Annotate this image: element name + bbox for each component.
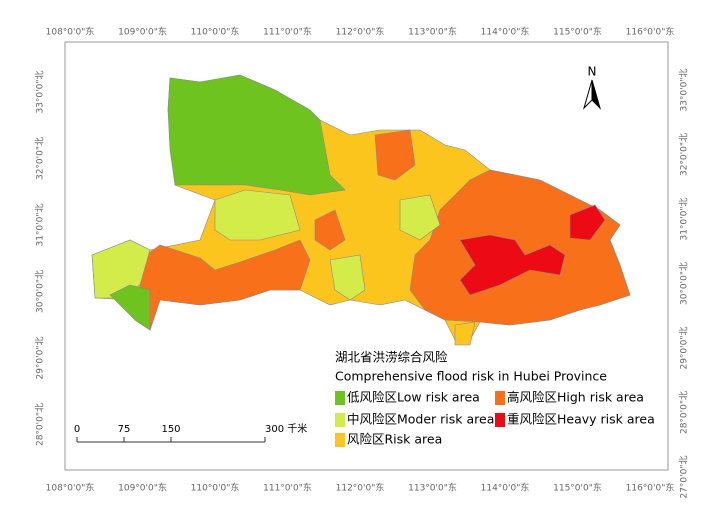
legend-swatch (335, 413, 345, 427)
north-arrow: N (582, 65, 602, 110)
moderate-risk-area (214, 189, 301, 241)
low-risk-area (109, 284, 151, 331)
low-risk-area (167, 74, 346, 196)
legend-swatch (495, 413, 505, 427)
latitude-label: 29°0'0"北 (679, 326, 690, 369)
north-label: N (588, 65, 597, 79)
latitude-label: 28°0'0"北 (35, 403, 46, 446)
legend-swatch (335, 391, 345, 405)
legend-label: 高风险区High risk area (507, 390, 644, 405)
longitude-label: 116°0'0"东 (626, 26, 675, 38)
coordinate-labels: 108°0'0"东 109°0'0"东 110°0'0"东 111°0'0"东 112°… (35, 26, 690, 499)
legend-label: 低风险区Low risk area (347, 390, 480, 405)
risk-area (454, 321, 476, 346)
longitude-label: 110°0'0"东 (191, 482, 240, 494)
moderate-risk-area (399, 194, 441, 241)
heavy-risk-area (459, 234, 566, 296)
longitude-label: 109°0'0"东 (118, 482, 167, 494)
longitude-label: 114°0'0"东 (481, 26, 530, 38)
latitude-label: 31°0'0"北 (35, 203, 46, 246)
latitude-label: 32°0'0"北 (679, 133, 690, 176)
legend-label: 重风险区Heavy risk area (507, 412, 655, 427)
scale-label: 0 (74, 424, 80, 435)
moderate-risk-area (329, 254, 366, 301)
longitude-label: 112°0'0"东 (336, 482, 385, 494)
longitude-label: 111°0'0"东 (263, 482, 312, 494)
latitude-label: 28°0'0"北 (679, 391, 690, 434)
scale-bar: 0 75 150 300 千米 (74, 422, 307, 443)
latitude-label: 27°0'0"北 (679, 455, 690, 498)
longitude-label: 114°0'0"东 (481, 482, 530, 494)
high-risk-area (314, 209, 346, 251)
latitude-label: 29°0'0"北 (35, 336, 46, 379)
longitude-label: 111°0'0"东 (263, 26, 312, 38)
latitude-label: 30°0'0"北 (679, 262, 690, 305)
legend-label: 中风险区Moder risk area (347, 412, 494, 427)
longitude-label: 108°0'0"东 (46, 26, 95, 38)
latitude-label: 31°0'0"北 (679, 197, 690, 240)
arrow-right (591, 79, 602, 110)
scale-label: 75 (118, 424, 131, 435)
longitude-label: 113°0'0"东 (408, 26, 457, 38)
longitude-label: 112°0'0"东 (336, 26, 385, 38)
province-map (91, 74, 631, 346)
longitude-label: 109°0'0"东 (118, 26, 167, 38)
longitude-label: 108°0'0"东 (46, 482, 95, 494)
arrow-left (582, 79, 593, 110)
latitude-label: 33°0'0"北 (679, 68, 690, 111)
latitude-label: 33°0'0"北 (35, 70, 46, 113)
heavy-risk-area (569, 204, 606, 241)
scale-label: 300 千米 (265, 422, 307, 435)
scale-label: 150 (161, 424, 180, 435)
high-risk-area (374, 129, 416, 181)
legend-swatch (335, 433, 345, 447)
latitude-label: 30°0'0"北 (35, 270, 46, 313)
longitude-label: 110°0'0"东 (191, 26, 240, 38)
latitude-label: 32°0'0"北 (35, 137, 46, 180)
longitude-label: 115°0'0"东 (553, 26, 602, 38)
legend-title-cn: 湖北省洪涝综合风险 (335, 350, 448, 365)
legend: 低风险区Low risk area 中风险区Moder risk area 风险区R… (335, 390, 655, 447)
legend-title-en: Comprehensive flood risk in Hubei Provin… (335, 369, 607, 384)
map-frame (64, 41, 669, 471)
moderate-risk-area (91, 239, 151, 299)
legend-label: 风险区Risk area (347, 432, 442, 447)
longitude-label: 116°0'0"东 (626, 482, 675, 494)
longitude-label: 115°0'0"东 (553, 482, 602, 494)
longitude-label: 113°0'0"东 (408, 482, 457, 494)
legend-swatch (495, 391, 505, 405)
